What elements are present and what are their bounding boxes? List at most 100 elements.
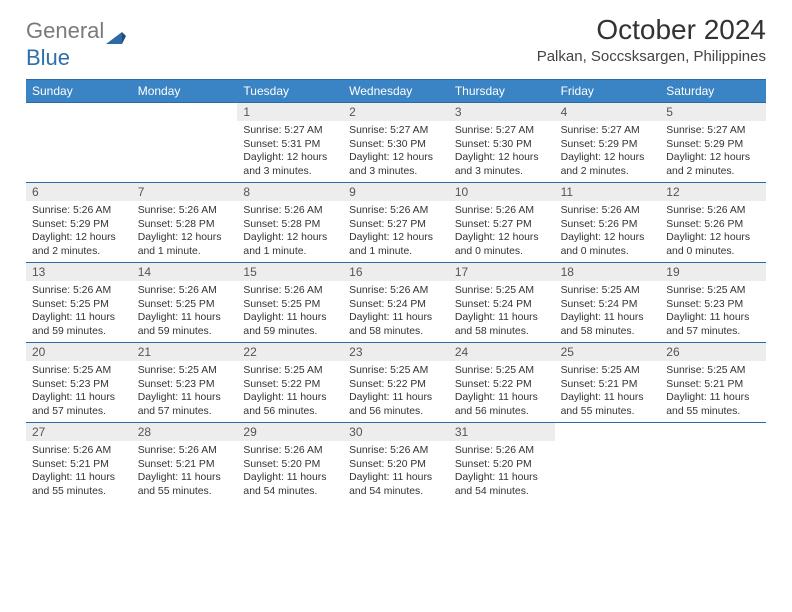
day-cell	[555, 423, 661, 502]
day-number: 24	[449, 343, 555, 361]
day-number: 28	[132, 423, 238, 441]
sunset-text: Sunset: 5:20 PM	[455, 458, 549, 472]
sunrise-text: Sunrise: 5:26 AM	[349, 444, 443, 458]
sunrise-text: Sunrise: 5:26 AM	[561, 204, 655, 218]
day-cell: 8Sunrise: 5:26 AMSunset: 5:28 PMDaylight…	[237, 183, 343, 262]
daylight-text: Daylight: 12 hours and 0 minutes.	[455, 231, 549, 258]
sunset-text: Sunset: 5:22 PM	[349, 378, 443, 392]
day-body: Sunrise: 5:25 AMSunset: 5:23 PMDaylight:…	[26, 361, 132, 422]
day-body: Sunrise: 5:26 AMSunset: 5:20 PMDaylight:…	[237, 441, 343, 502]
daylight-text: Daylight: 12 hours and 2 minutes.	[666, 151, 760, 178]
sunrise-text: Sunrise: 5:26 AM	[455, 444, 549, 458]
sunrise-text: Sunrise: 5:26 AM	[455, 204, 549, 218]
day-body: Sunrise: 5:27 AMSunset: 5:30 PMDaylight:…	[449, 121, 555, 182]
daylight-text: Daylight: 11 hours and 58 minutes.	[561, 311, 655, 338]
day-number: 4	[555, 103, 661, 121]
sunset-text: Sunset: 5:29 PM	[32, 218, 126, 232]
sunset-text: Sunset: 5:20 PM	[243, 458, 337, 472]
day-cell: 16Sunrise: 5:26 AMSunset: 5:24 PMDayligh…	[343, 263, 449, 342]
daylight-text: Daylight: 11 hours and 55 minutes.	[666, 391, 760, 418]
day-body: Sunrise: 5:26 AMSunset: 5:29 PMDaylight:…	[26, 201, 132, 262]
day-body: Sunrise: 5:27 AMSunset: 5:29 PMDaylight:…	[660, 121, 766, 182]
daylight-text: Daylight: 12 hours and 3 minutes.	[243, 151, 337, 178]
weekday-header: Friday	[555, 80, 661, 102]
day-cell: 29Sunrise: 5:26 AMSunset: 5:20 PMDayligh…	[237, 423, 343, 502]
day-number: 18	[555, 263, 661, 281]
day-body: Sunrise: 5:26 AMSunset: 5:25 PMDaylight:…	[237, 281, 343, 342]
day-body: Sunrise: 5:25 AMSunset: 5:23 PMDaylight:…	[132, 361, 238, 422]
sunset-text: Sunset: 5:25 PM	[243, 298, 337, 312]
sunset-text: Sunset: 5:24 PM	[455, 298, 549, 312]
daylight-text: Daylight: 12 hours and 0 minutes.	[666, 231, 760, 258]
day-number: 17	[449, 263, 555, 281]
sunset-text: Sunset: 5:24 PM	[561, 298, 655, 312]
sunset-text: Sunset: 5:21 PM	[561, 378, 655, 392]
day-body: Sunrise: 5:25 AMSunset: 5:21 PMDaylight:…	[660, 361, 766, 422]
day-body: Sunrise: 5:26 AMSunset: 5:21 PMDaylight:…	[26, 441, 132, 502]
daylight-text: Daylight: 11 hours and 56 minutes.	[243, 391, 337, 418]
sunset-text: Sunset: 5:20 PM	[349, 458, 443, 472]
day-cell: 10Sunrise: 5:26 AMSunset: 5:27 PMDayligh…	[449, 183, 555, 262]
day-body: Sunrise: 5:26 AMSunset: 5:25 PMDaylight:…	[26, 281, 132, 342]
weekday-header: Thursday	[449, 80, 555, 102]
brand-part2: Blue	[26, 45, 70, 71]
day-number: 27	[26, 423, 132, 441]
weekday-header: Tuesday	[237, 80, 343, 102]
day-body: Sunrise: 5:27 AMSunset: 5:31 PMDaylight:…	[237, 121, 343, 182]
daylight-text: Daylight: 11 hours and 54 minutes.	[349, 471, 443, 498]
weekday-header-row: Sunday Monday Tuesday Wednesday Thursday…	[26, 80, 766, 102]
day-body: Sunrise: 5:26 AMSunset: 5:27 PMDaylight:…	[449, 201, 555, 262]
brand-part1: General	[26, 18, 104, 44]
daylight-text: Daylight: 11 hours and 59 minutes.	[32, 311, 126, 338]
sunset-text: Sunset: 5:21 PM	[32, 458, 126, 472]
day-cell: 27Sunrise: 5:26 AMSunset: 5:21 PMDayligh…	[26, 423, 132, 502]
day-body: Sunrise: 5:26 AMSunset: 5:25 PMDaylight:…	[132, 281, 238, 342]
sunrise-text: Sunrise: 5:26 AM	[138, 204, 232, 218]
month-title: October 2024	[537, 14, 766, 46]
brand-logo: General	[26, 18, 126, 44]
day-cell: 21Sunrise: 5:25 AMSunset: 5:23 PMDayligh…	[132, 343, 238, 422]
sunset-text: Sunset: 5:29 PM	[561, 138, 655, 152]
sunrise-text: Sunrise: 5:25 AM	[666, 284, 760, 298]
day-cell: 18Sunrise: 5:25 AMSunset: 5:24 PMDayligh…	[555, 263, 661, 342]
day-number: 6	[26, 183, 132, 201]
day-cell: 6Sunrise: 5:26 AMSunset: 5:29 PMDaylight…	[26, 183, 132, 262]
day-cell: 23Sunrise: 5:25 AMSunset: 5:22 PMDayligh…	[343, 343, 449, 422]
daylight-text: Daylight: 12 hours and 1 minute.	[349, 231, 443, 258]
daylight-text: Daylight: 11 hours and 56 minutes.	[349, 391, 443, 418]
day-number: 14	[132, 263, 238, 281]
day-cell: 26Sunrise: 5:25 AMSunset: 5:21 PMDayligh…	[660, 343, 766, 422]
weekday-header: Wednesday	[343, 80, 449, 102]
daylight-text: Daylight: 11 hours and 58 minutes.	[349, 311, 443, 338]
day-number: 7	[132, 183, 238, 201]
week-row: 20Sunrise: 5:25 AMSunset: 5:23 PMDayligh…	[26, 342, 766, 422]
daylight-text: Daylight: 11 hours and 55 minutes.	[561, 391, 655, 418]
day-number: 1	[237, 103, 343, 121]
day-body: Sunrise: 5:27 AMSunset: 5:29 PMDaylight:…	[555, 121, 661, 182]
week-row: 13Sunrise: 5:26 AMSunset: 5:25 PMDayligh…	[26, 262, 766, 342]
day-body: Sunrise: 5:26 AMSunset: 5:26 PMDaylight:…	[555, 201, 661, 262]
sunrise-text: Sunrise: 5:25 AM	[349, 364, 443, 378]
day-number: 22	[237, 343, 343, 361]
day-body: Sunrise: 5:26 AMSunset: 5:24 PMDaylight:…	[343, 281, 449, 342]
day-body: Sunrise: 5:25 AMSunset: 5:24 PMDaylight:…	[555, 281, 661, 342]
day-cell: 22Sunrise: 5:25 AMSunset: 5:22 PMDayligh…	[237, 343, 343, 422]
brand-triangle-icon	[106, 24, 126, 38]
day-body: Sunrise: 5:25 AMSunset: 5:22 PMDaylight:…	[449, 361, 555, 422]
day-body: Sunrise: 5:27 AMSunset: 5:30 PMDaylight:…	[343, 121, 449, 182]
sunset-text: Sunset: 5:26 PM	[561, 218, 655, 232]
sunrise-text: Sunrise: 5:26 AM	[32, 444, 126, 458]
daylight-text: Daylight: 12 hours and 2 minutes.	[32, 231, 126, 258]
weekday-header: Monday	[132, 80, 238, 102]
day-number: 8	[237, 183, 343, 201]
daylight-text: Daylight: 11 hours and 54 minutes.	[243, 471, 337, 498]
day-number: 13	[26, 263, 132, 281]
day-body: Sunrise: 5:25 AMSunset: 5:23 PMDaylight:…	[660, 281, 766, 342]
sunset-text: Sunset: 5:25 PM	[32, 298, 126, 312]
sunrise-text: Sunrise: 5:27 AM	[243, 124, 337, 138]
day-number: 29	[237, 423, 343, 441]
day-number: 16	[343, 263, 449, 281]
day-cell: 15Sunrise: 5:26 AMSunset: 5:25 PMDayligh…	[237, 263, 343, 342]
sunrise-text: Sunrise: 5:25 AM	[243, 364, 337, 378]
sunset-text: Sunset: 5:25 PM	[138, 298, 232, 312]
